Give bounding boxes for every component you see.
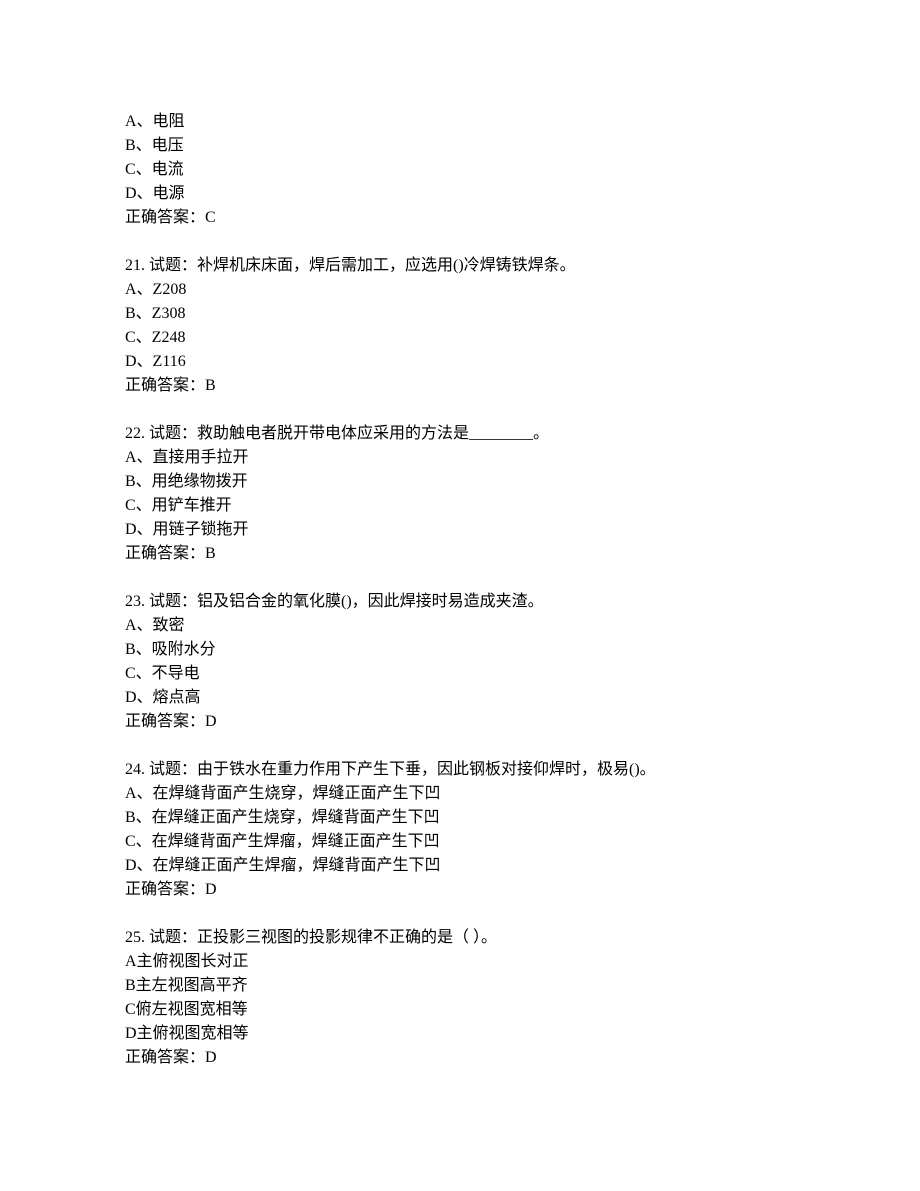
- option-b: B主左视图高平齐: [125, 974, 795, 998]
- option-c: C、不导电: [125, 662, 795, 686]
- option-a: A、电阻: [125, 110, 795, 134]
- question-25: 25. 试题：正投影三视图的投影规律不正确的是（ ）。 A主俯视图长对正 B主左…: [125, 926, 795, 1070]
- question-23: 23. 试题：铝及铝合金的氧化膜()，因此焊接时易造成夹渣。 A、致密 B、吸附…: [125, 590, 795, 734]
- question-title: 25. 试题：正投影三视图的投影规律不正确的是（ ）。: [125, 926, 795, 950]
- option-a: A、致密: [125, 614, 795, 638]
- option-c: C、Z248: [125, 326, 795, 350]
- answer: 正确答案：D: [125, 878, 795, 902]
- answer: 正确答案：B: [125, 542, 795, 566]
- option-c: C、电流: [125, 158, 795, 182]
- option-d: D、Z116: [125, 350, 795, 374]
- option-b: B、Z308: [125, 302, 795, 326]
- option-c: C、在焊缝背面产生焊瘤，焊缝正面产生下凹: [125, 830, 795, 854]
- answer: 正确答案：C: [125, 206, 795, 230]
- option-d: D主俯视图宽相等: [125, 1022, 795, 1046]
- option-d: D、熔点高: [125, 686, 795, 710]
- option-b: B、在焊缝正面产生烧穿，焊缝背面产生下凹: [125, 806, 795, 830]
- answer: 正确答案：D: [125, 1046, 795, 1070]
- question-24: 24. 试题：由于铁水在重力作用下产生下垂，因此钢板对接仰焊时，极易()。 A、…: [125, 758, 795, 902]
- answer: 正确答案：D: [125, 710, 795, 734]
- option-b: B、电压: [125, 134, 795, 158]
- question-title: 23. 试题：铝及铝合金的氧化膜()，因此焊接时易造成夹渣。: [125, 590, 795, 614]
- option-b: B、吸附水分: [125, 638, 795, 662]
- question-title: 22. 试题：救助触电者脱开带电体应采用的方法是________。: [125, 422, 795, 446]
- option-c: C俯左视图宽相等: [125, 998, 795, 1022]
- option-d: D、在焊缝正面产生焊瘤，焊缝背面产生下凹: [125, 854, 795, 878]
- option-b: B、用绝缘物拨开: [125, 470, 795, 494]
- question-21: 21. 试题：补焊机床床面，焊后需加工，应选用()冷焊铸铁焊条。 A、Z208 …: [125, 254, 795, 398]
- option-a: A主俯视图长对正: [125, 950, 795, 974]
- option-a: A、直接用手拉开: [125, 446, 795, 470]
- question-title: 24. 试题：由于铁水在重力作用下产生下垂，因此钢板对接仰焊时，极易()。: [125, 758, 795, 782]
- question-22: 22. 试题：救助触电者脱开带电体应采用的方法是________。 A、直接用手…: [125, 422, 795, 566]
- option-d: D、用链子锁拖开: [125, 518, 795, 542]
- option-a: A、Z208: [125, 278, 795, 302]
- question-20-partial: A、电阻 B、电压 C、电流 D、电源 正确答案：C: [125, 110, 795, 230]
- option-d: D、电源: [125, 182, 795, 206]
- option-c: C、用铲车推开: [125, 494, 795, 518]
- question-title: 21. 试题：补焊机床床面，焊后需加工，应选用()冷焊铸铁焊条。: [125, 254, 795, 278]
- option-a: A、在焊缝背面产生烧穿，焊缝正面产生下凹: [125, 782, 795, 806]
- answer: 正确答案：B: [125, 374, 795, 398]
